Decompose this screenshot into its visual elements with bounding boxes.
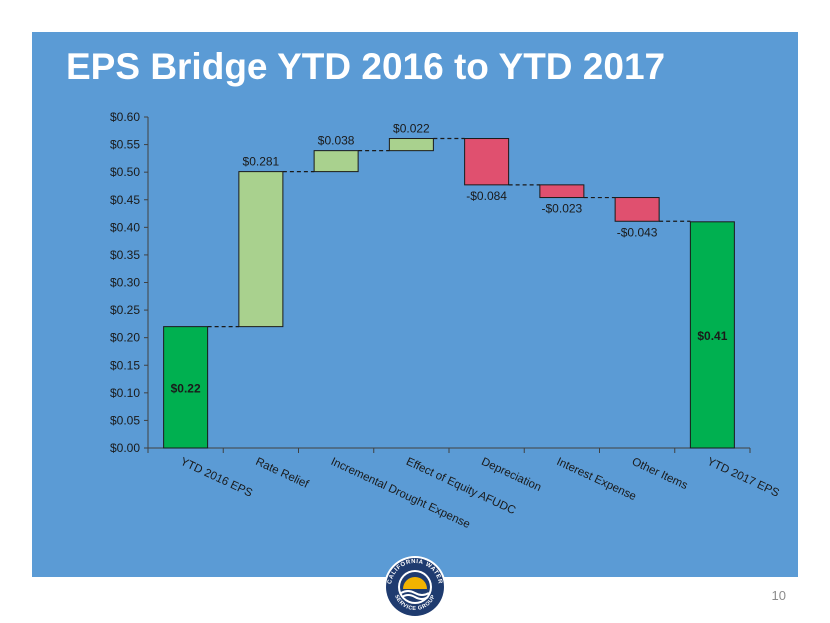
y-tick-label: $0.35 [110, 248, 140, 262]
bar [163, 326, 209, 449]
y-tick-label: $0.45 [110, 193, 140, 207]
data-label: $0.41 [697, 329, 727, 343]
y-tick-label: $0.20 [110, 331, 140, 345]
slide-panel [32, 32, 798, 577]
bar [238, 171, 284, 328]
x-category-label: Interest Expense [555, 456, 638, 503]
data-label: -$0.043 [617, 225, 658, 239]
x-category-label: YTD 2017 EPS [705, 456, 781, 500]
x-category-label: Rate Relief [254, 456, 311, 491]
y-tick-label: $0.50 [110, 165, 140, 179]
y-tick-label: $0.25 [110, 303, 140, 317]
slide-title: EPS Bridge YTD 2016 to YTD 2017 [66, 46, 666, 87]
bar [689, 221, 735, 449]
x-category-label: YTD 2016 EPS [178, 456, 254, 500]
data-label: $0.038 [318, 134, 355, 148]
data-label: $0.22 [171, 381, 201, 395]
data-label: -$0.084 [466, 189, 507, 203]
x-category-label: Incremental Drought Expense [329, 456, 472, 531]
bar [539, 184, 585, 199]
x-category-label: Other Items [630, 456, 690, 492]
y-tick-label: $0.00 [110, 441, 140, 455]
bar [464, 138, 510, 186]
x-category-label: Depreciation [479, 456, 543, 494]
y-tick-label: $0.05 [110, 413, 140, 427]
data-label: $0.281 [243, 155, 280, 169]
company-logo: CALIFORNIA WATER SERVICE GROUP [384, 556, 446, 618]
bar [614, 197, 660, 222]
data-label: $0.022 [393, 122, 430, 136]
data-label: -$0.023 [542, 202, 583, 216]
y-tick-label: $0.40 [110, 220, 140, 234]
y-tick-label: $0.15 [110, 358, 140, 372]
y-tick-label: $0.10 [110, 386, 140, 400]
page-number: 10 [771, 588, 786, 603]
y-tick-label: $0.30 [110, 276, 140, 290]
bar [313, 150, 359, 173]
y-tick-label: $0.60 [110, 110, 140, 124]
y-tick-label: $0.55 [110, 138, 140, 152]
bar [388, 138, 434, 152]
